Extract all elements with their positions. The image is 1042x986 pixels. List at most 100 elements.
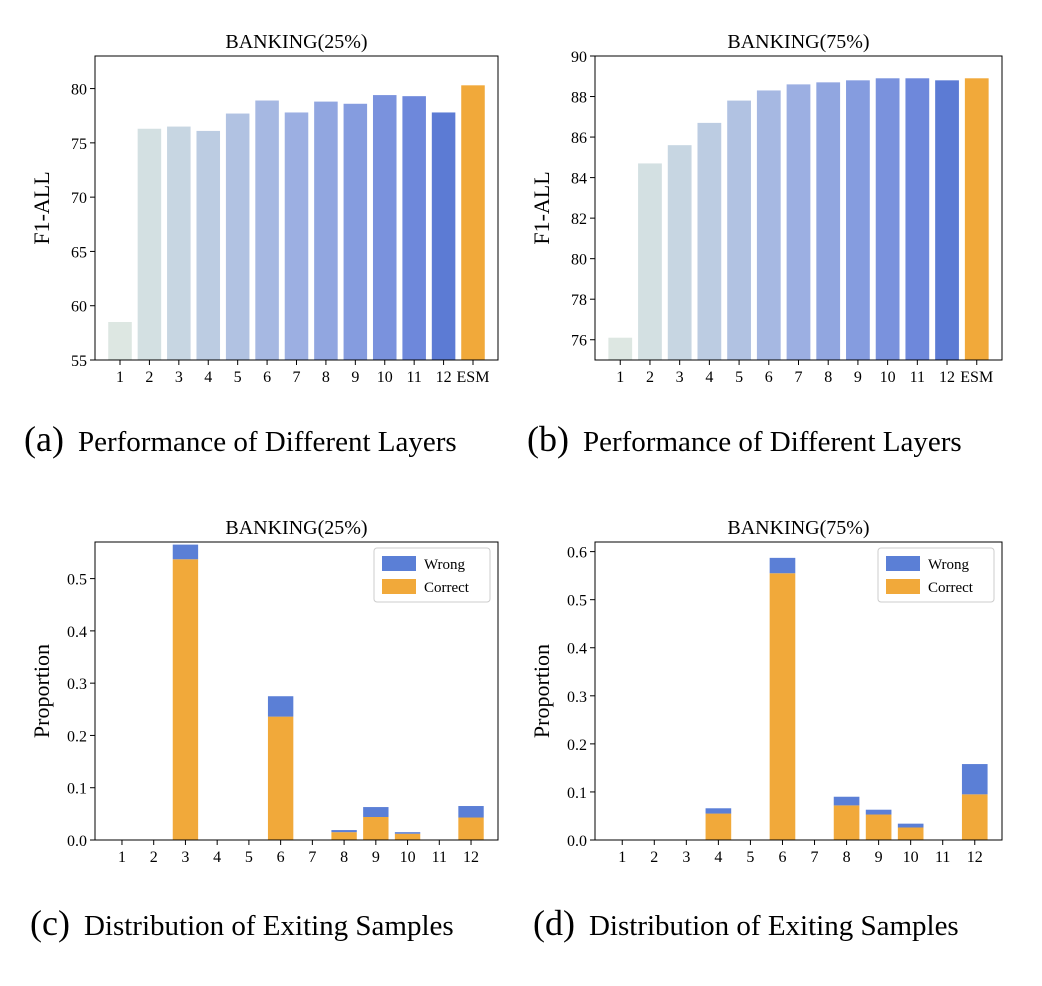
bar-2: [137, 128, 162, 360]
x-tick-label: 9: [854, 369, 862, 386]
bar-correct-12: [961, 794, 988, 840]
y-tick-label: 0.6: [567, 545, 587, 562]
y-axis-label: F1-ALL: [29, 171, 54, 244]
bar-5: [225, 113, 250, 361]
x-tick-label: 10: [880, 369, 896, 386]
bar-6: [255, 100, 279, 360]
bar-wrong-9: [363, 807, 389, 817]
y-tick-label: 55: [71, 353, 87, 370]
y-tick-label: 0.0: [567, 833, 587, 850]
y-tick-label: 0.2: [567, 737, 587, 754]
y-tick-label: 0.1: [567, 785, 587, 802]
y-axis-label: Proportion: [29, 644, 54, 738]
x-tick-label: 6: [778, 849, 786, 866]
bar-4: [697, 122, 722, 360]
x-tick-label: 6: [263, 369, 271, 386]
bar-correct-4: [705, 813, 732, 840]
bar-ESM: [964, 78, 989, 360]
chart-title: BANKING(75%): [727, 31, 869, 53]
x-tick-label: 5: [735, 369, 743, 386]
bar-8: [816, 82, 841, 360]
x-tick-label: 2: [650, 849, 658, 866]
bar-correct-8: [833, 805, 860, 840]
caption-d-text: Distribution of Exiting Samples: [588, 910, 959, 942]
bar-3: [167, 126, 191, 360]
y-tick-label: 0.5: [67, 572, 87, 589]
y-axis-label: Proportion: [529, 644, 554, 738]
x-tick-label: 1: [118, 849, 126, 866]
x-tick-label: 2: [150, 849, 158, 866]
x-tick-label: 7: [308, 849, 316, 866]
x-tick-label: 1: [616, 369, 624, 386]
x-tick-label: 3: [175, 369, 183, 386]
y-tick-label: 0.5: [567, 593, 587, 610]
x-tick-label: 11: [406, 369, 421, 386]
y-tick-label: 88: [571, 90, 587, 107]
y-tick-label: 84: [571, 171, 587, 188]
bar-correct-6: [769, 573, 796, 840]
caption-c-tag: (c): [30, 903, 70, 943]
legend-swatch-correct: [382, 579, 416, 594]
x-tick-label: 11: [910, 369, 925, 386]
caption-a-tag: (a): [24, 419, 64, 459]
bar-5: [727, 100, 751, 360]
bar-1: [608, 337, 633, 360]
bar-wrong-6: [267, 696, 294, 717]
x-tick-label: 8: [824, 369, 832, 386]
caption-c-text: Distribution of Exiting Samples: [83, 910, 454, 942]
x-tick-label: 5: [746, 849, 754, 866]
plot-frame: [94, 541, 499, 841]
x-tick-label: 9: [351, 369, 359, 386]
bar-2: [638, 163, 662, 360]
bar-9: [846, 80, 870, 360]
legend-label-correct: Correct: [928, 580, 974, 596]
x-tick-label: 11: [432, 849, 447, 866]
caption-b-tag: (b): [527, 419, 569, 459]
chart-banking-25-exiting: BANKING(25%) Proportion 0.0 0.1 0.2 0.3 0.4 0.5…: [29, 517, 499, 866]
y-tick-label: 78: [571, 292, 587, 309]
legend-swatch-wrong: [886, 556, 920, 571]
bar-correct-9: [363, 816, 389, 840]
x-tick-label: 3: [676, 369, 684, 386]
plot-frame: [594, 541, 1003, 841]
x-tick-label: 5: [245, 849, 253, 866]
bar-wrong-9: [865, 809, 892, 815]
x-tick-label: 9: [875, 849, 883, 866]
bar-7: [284, 112, 309, 360]
x-tick-label: 5: [234, 369, 242, 386]
bar-correct-10: [897, 827, 924, 840]
x-tick-label: 11: [935, 849, 950, 866]
bar-wrong-10: [897, 823, 924, 828]
x-tick-label: 7: [811, 849, 819, 866]
x-tick-label: 2: [646, 369, 654, 386]
legend-label-wrong: Wrong: [424, 557, 466, 573]
y-tick-label: 82: [571, 211, 587, 228]
y-tick-label: 0.2: [67, 728, 87, 745]
x-tick-label: 4: [705, 369, 713, 386]
bar-correct-10: [394, 833, 421, 840]
x-tick-label: 8: [843, 849, 851, 866]
bar-4: [196, 130, 221, 360]
bar-wrong-8: [331, 830, 357, 833]
y-tick-label: 0.4: [67, 624, 87, 641]
y-tick-label: 90: [571, 49, 587, 66]
y-tick-label: 0.0: [67, 833, 87, 850]
x-tick-label: 9: [372, 849, 380, 866]
caption-d: (d) Distribution of Exiting Samples: [533, 902, 959, 944]
bar-wrong-4: [705, 808, 732, 814]
bar-correct-6: [267, 716, 294, 840]
x-tick-label: 10: [903, 849, 919, 866]
bar-correct-3: [172, 559, 199, 840]
bar-1: [108, 322, 132, 360]
bar-wrong-6: [769, 557, 796, 574]
bar-wrong-10: [394, 832, 421, 834]
y-tick-label: 80: [571, 252, 587, 269]
bar-correct-12: [458, 817, 484, 840]
legend-label-correct: Correct: [424, 580, 470, 596]
chart-title: BANKING(25%): [225, 517, 367, 539]
x-tick-label: 12: [939, 369, 955, 386]
y-tick-label: 65: [71, 244, 87, 261]
bar-ESM: [461, 85, 485, 361]
y-tick-label: 0.4: [567, 641, 587, 658]
x-tick-label: 6: [277, 849, 285, 866]
